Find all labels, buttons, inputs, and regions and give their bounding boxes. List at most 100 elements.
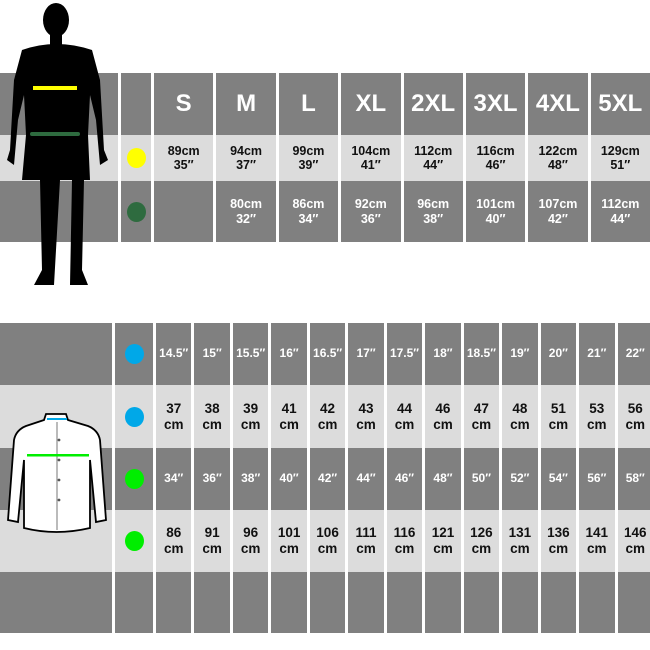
measurement-cell: 106 cm — [309, 510, 346, 572]
measurement-cell: 86 cm — [156, 510, 192, 572]
measurement-cell: 56 cm — [617, 385, 650, 448]
chest-dot-icon — [124, 469, 144, 489]
shirt-icon — [7, 413, 107, 533]
measurement-cell: 46 cm — [425, 385, 461, 448]
measurement-cell — [540, 572, 577, 633]
measurement-cell: 112cm 44″ — [403, 135, 463, 181]
measurement-cell: 15″ — [194, 323, 230, 385]
measurement-cell: 43 cm — [348, 385, 384, 448]
measurement-cell: 50″ — [463, 448, 500, 510]
measurement-cell: 40″ — [271, 448, 307, 510]
size-header: XL — [341, 73, 401, 135]
measurement-cell: 41 cm — [271, 385, 307, 448]
measurement-cell: 53 cm — [579, 385, 615, 448]
measurement-cell: 47 cm — [463, 385, 500, 448]
measurement-cell: 14.5″ — [156, 323, 192, 385]
measurement-cell: 15.5″ — [232, 323, 269, 385]
measurement-cell: 89cm 35″ — [154, 135, 214, 181]
measurement-cell: 21″ — [579, 323, 615, 385]
chest-line — [33, 86, 77, 90]
measurement-cell: 99cm 39″ — [278, 135, 339, 181]
measurement-cell — [348, 572, 384, 633]
measurement-cell — [156, 572, 192, 633]
measurement-cell: 20″ — [540, 323, 577, 385]
icon-cell — [115, 385, 153, 448]
size-header: 3XL — [465, 73, 526, 135]
waist-line — [30, 132, 80, 136]
size-header: 5XL — [590, 73, 650, 135]
icon-cell — [115, 510, 153, 572]
measurement-cell: 91 cm — [194, 510, 230, 572]
measurement-cell: 38″ — [232, 448, 269, 510]
measurement-cell — [232, 572, 269, 633]
measurement-cell: 126 cm — [463, 510, 500, 572]
measurement-cell: 96cm 38″ — [403, 181, 463, 242]
size-header: S — [154, 73, 214, 135]
measurement-cell: 16″ — [271, 323, 307, 385]
measurement-cell: 101 cm — [271, 510, 307, 572]
measurement-cell: 52″ — [502, 448, 538, 510]
icon-cell — [121, 181, 151, 242]
shirt-chest-line — [27, 454, 89, 457]
measurement-cell: 86cm 34″ — [278, 181, 339, 242]
size-header: L — [278, 73, 339, 135]
waist-dot-icon — [126, 201, 146, 222]
figure-cell — [0, 323, 112, 385]
collar-dot-icon — [124, 344, 144, 364]
measurement-cell: 54″ — [540, 448, 577, 510]
measurement-cell: 58″ — [617, 448, 650, 510]
measurement-cell: 42″ — [309, 448, 346, 510]
measurement-cell: 37 cm — [156, 385, 192, 448]
measurement-cell — [463, 572, 500, 633]
measurement-cell: 42 cm — [309, 385, 346, 448]
measurement-cell: 38 cm — [194, 385, 230, 448]
measurement-cell: 34″ — [156, 448, 192, 510]
measurement-cell: 136 cm — [540, 510, 577, 572]
collar-line — [47, 418, 67, 420]
collar-dot-icon — [124, 406, 144, 427]
measurement-cell: 51 cm — [540, 385, 577, 448]
measurement-cell: 80cm 32″ — [216, 181, 276, 242]
measurement-cell: 18″ — [425, 323, 461, 385]
measurement-cell: 112cm 44″ — [590, 181, 650, 242]
measurement-cell: 16.5″ — [309, 323, 346, 385]
measurement-cell: 141 cm — [579, 510, 615, 572]
measurement-cell: 19″ — [502, 323, 538, 385]
body-silhouette-icon — [7, 3, 108, 285]
measurement-cell: 116 cm — [386, 510, 423, 572]
measurement-cell — [271, 572, 307, 633]
measurement-cell: 116cm 46″ — [465, 135, 526, 181]
icon-cell — [121, 73, 151, 135]
measurement-cell — [309, 572, 346, 633]
chest-dot-icon — [124, 531, 144, 551]
measurement-cell — [617, 572, 650, 633]
icon-cell — [115, 448, 153, 510]
chest-dot-icon — [126, 148, 146, 168]
measurement-cell: 131 cm — [502, 510, 538, 572]
measurement-cell — [194, 572, 230, 633]
measurement-cell: 44 cm — [386, 385, 423, 448]
measurement-cell: 39 cm — [232, 385, 269, 448]
size-header: 4XL — [528, 73, 588, 135]
measurement-cell — [154, 181, 214, 242]
icon-cell — [115, 323, 153, 385]
measurement-cell: 101cm 40″ — [465, 181, 526, 242]
measurement-cell: 146 cm — [617, 510, 650, 572]
measurement-cell: 121 cm — [425, 510, 461, 572]
measurement-cell: 104cm 41″ — [341, 135, 401, 181]
measurement-cell: 111 cm — [348, 510, 384, 572]
icon-cell — [115, 572, 153, 633]
measurement-cell: 96 cm — [232, 510, 269, 572]
icon-cell — [121, 135, 151, 181]
measurement-cell: 44″ — [348, 448, 384, 510]
measurement-cell — [425, 572, 461, 633]
measurement-cell: 48 cm — [502, 385, 538, 448]
figure-cell — [0, 572, 112, 633]
measurement-cell: 46″ — [386, 448, 423, 510]
body-size-table: S M L XL 2XL 3XL 4XL 5XL 89cm 35″ 94cm 37″ 99cm 39… — [0, 73, 650, 242]
measurement-cell — [386, 572, 423, 633]
measurement-cell: 18.5″ — [463, 323, 500, 385]
measurement-cell: 36″ — [194, 448, 230, 510]
measurement-cell: 48″ — [425, 448, 461, 510]
measurement-cell: 17.5″ — [386, 323, 423, 385]
